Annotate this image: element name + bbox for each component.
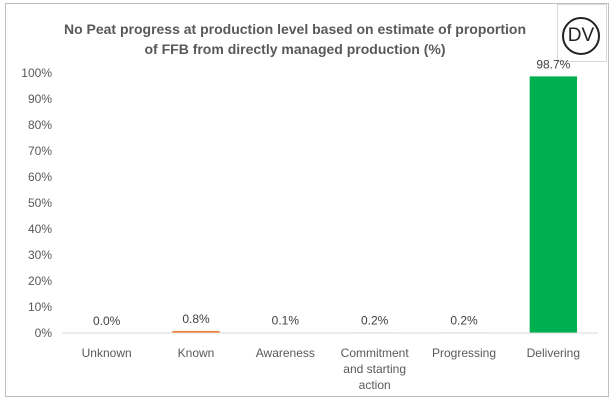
x-tick-label: Unknown (82, 346, 132, 360)
x-tick-label: Commitment (341, 346, 410, 360)
x-tick-label: Progressing (432, 346, 496, 360)
bar (529, 76, 578, 333)
data-label: 0.8% (182, 312, 210, 326)
y-tick-label: 30% (28, 248, 52, 262)
chart-frame (5, 3, 609, 397)
dv-logo-icon: DV (562, 17, 600, 55)
bar (172, 330, 220, 333)
x-tick-label: Awareness (256, 346, 315, 360)
y-tick-label: 70% (28, 144, 52, 158)
y-tick-label: 40% (28, 222, 52, 236)
y-tick-label: 0% (35, 326, 53, 340)
dv-logo-box: DV (557, 4, 607, 62)
y-tick-label: 20% (28, 274, 52, 288)
x-tick-label: Known (178, 346, 215, 360)
y-tick-label: 10% (28, 300, 52, 314)
x-tick-label: Delivering (527, 346, 580, 360)
data-label: 0.2% (450, 313, 478, 327)
x-tick-label: and starting (343, 362, 406, 376)
y-tick-label: 80% (28, 118, 52, 132)
chart-title: No Peat progress at production level bas… (63, 21, 527, 57)
data-label: 0.0% (93, 314, 121, 328)
data-label: 98.7% (536, 57, 570, 71)
y-tick-label: 50% (28, 196, 52, 210)
y-tick-label: 90% (28, 92, 52, 106)
y-tick-label: 60% (28, 170, 52, 184)
x-tick-label: action (359, 378, 391, 392)
data-label: 0.2% (361, 313, 389, 327)
y-tick-label: 100% (21, 66, 52, 80)
data-label: 0.1% (272, 314, 300, 328)
